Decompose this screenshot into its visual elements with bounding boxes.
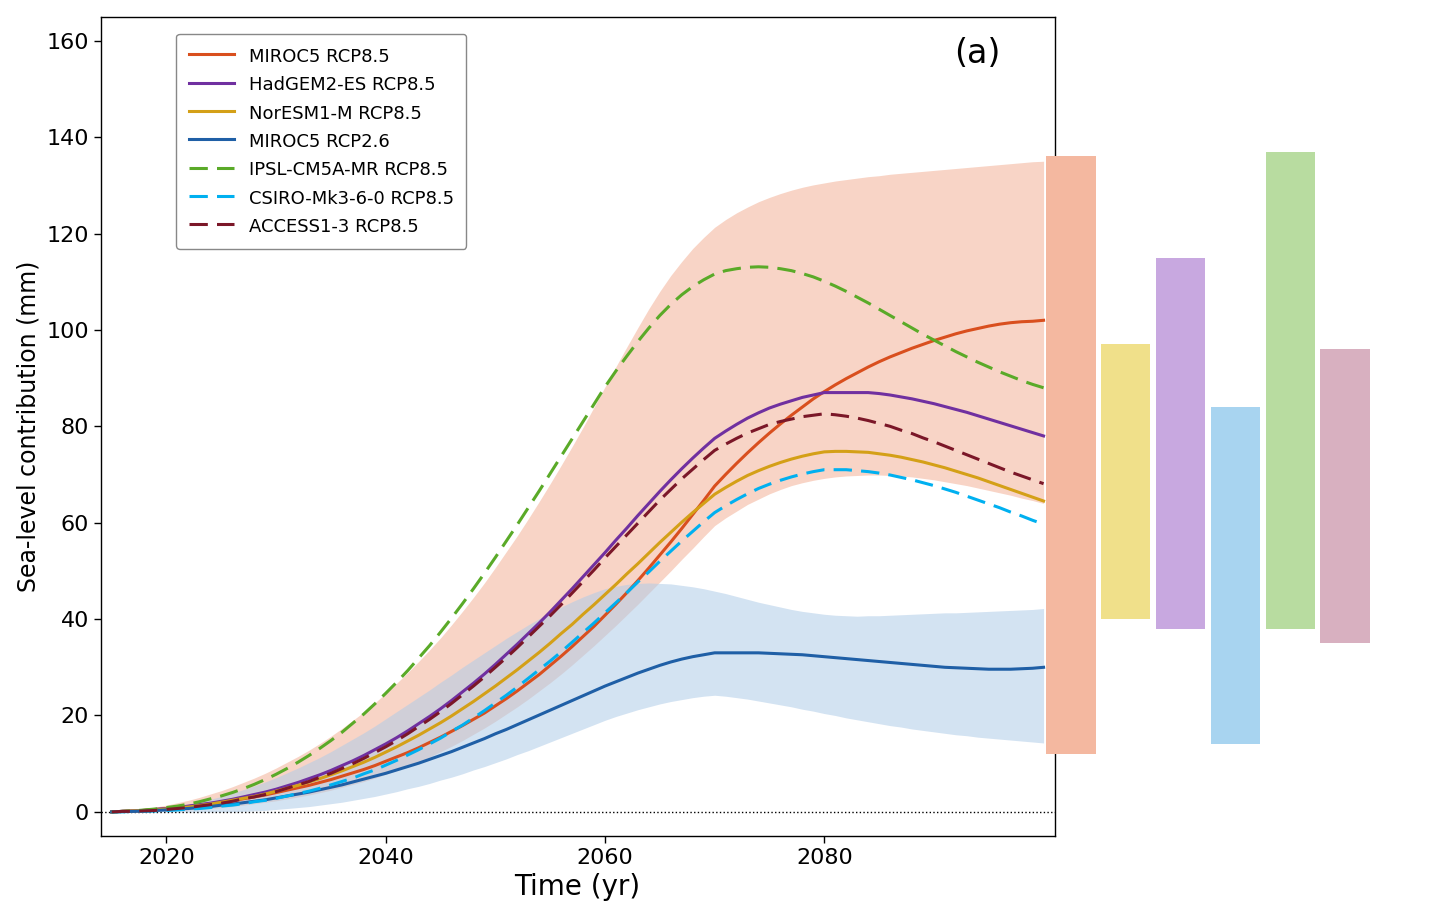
Bar — [1102, 344, 1151, 619]
Y-axis label: Sea-level contribution (mm): Sea-level contribution (mm) — [17, 261, 40, 592]
Text: (a): (a) — [955, 37, 1001, 70]
X-axis label: Time (yr): Time (yr) — [514, 873, 641, 901]
Bar — [1156, 258, 1205, 629]
Bar — [1047, 156, 1096, 754]
Bar — [1320, 349, 1369, 644]
Bar — [1266, 151, 1315, 629]
Legend: MIROC5 RCP8.5, HadGEM2-ES RCP8.5, NorESM1-M RCP8.5, MIROC5 RCP2.6, IPSL-CM5A-MR : MIROC5 RCP8.5, HadGEM2-ES RCP8.5, NorESM… — [177, 34, 467, 249]
Bar — [1211, 407, 1260, 744]
